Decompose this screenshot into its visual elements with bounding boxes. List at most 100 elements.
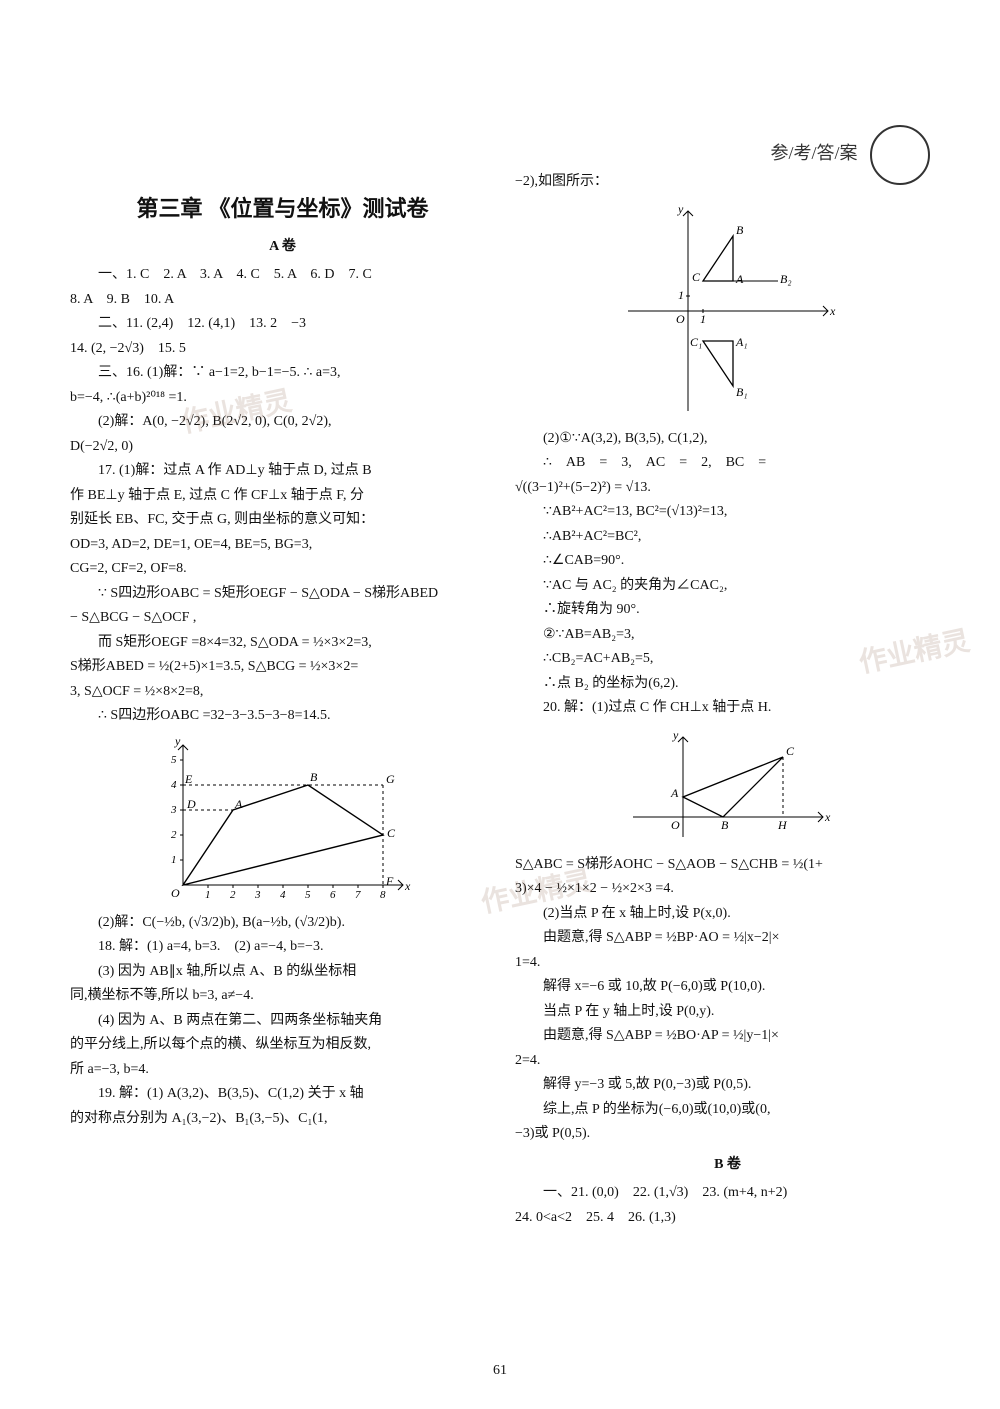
page-header: 参/考/答/案	[770, 125, 930, 185]
answer-line: ②∵AB=AB₂=3,	[515, 623, 940, 648]
answer-line: 而 S矩形OEGF =8×4=32, S△ODA = ½×3×2=3,	[70, 631, 495, 656]
answer-line: (2)当点 P 在 x 轴上时,设 P(x,0).	[515, 902, 940, 927]
figure-q19: x y O 11 ABC B₂ A₁B₁C₁	[618, 201, 838, 421]
svg-text:8: 8	[380, 889, 386, 901]
svg-text:C: C	[387, 826, 396, 840]
svg-text:1: 1	[700, 312, 706, 326]
svg-text:y: y	[672, 728, 679, 742]
answer-line: 所 a=−3, b=4.	[70, 1058, 495, 1083]
page-number: 61	[0, 1363, 1000, 1379]
answer-line: ∴CB₂=AC+AB₂=5,	[515, 647, 940, 672]
svg-text:O: O	[676, 312, 685, 326]
figure-q20: x y O AB CH	[623, 727, 833, 847]
answer-line: 一、21. (0,0) 22. (1,√3) 23. (m+4, n+2)	[515, 1181, 940, 1206]
svg-text:A₁: A₁	[735, 335, 748, 349]
svg-text:B: B	[736, 223, 744, 237]
answer-line: 的平分线上,所以每个点的横、纵坐标互为相反数,	[70, 1033, 495, 1058]
svg-text:A: A	[234, 797, 243, 811]
figure-q17: O x y 123 456 78 1	[153, 735, 413, 905]
left-column: 第三章 《位置与坐标》测试卷 A 卷 一、1. C 2. A 3. A 4. C…	[70, 170, 495, 1230]
answer-line: 别延长 EB、FC, 交于点 G, 则由坐标的意义可知：	[70, 508, 495, 533]
answer-line: 同,横坐标不等,所以 b=3, a≠−4.	[70, 984, 495, 1009]
answer-line: 18. 解：(1) a=4, b=3. (2) a=−4, b=−3.	[70, 935, 495, 960]
svg-text:A: A	[670, 786, 679, 800]
svg-text:x: x	[829, 304, 836, 318]
answer-line: − S△BCG − S△OCF ,	[70, 606, 495, 631]
answer-line: ∴旋转角为 90°.	[515, 598, 940, 623]
answer-line: √((3−1)²+(5−2)²) = √13.	[515, 476, 940, 501]
answer-line: OD=3, AD=2, DE=1, OE=4, BE=5, BG=3,	[70, 533, 495, 558]
svg-text:y: y	[677, 202, 684, 216]
answer-line: 17. (1)解：过点 A 作 AD⊥y 轴于点 D, 过点 B	[70, 459, 495, 484]
juan-a-title: A 卷	[70, 235, 495, 260]
answer-page: 参/考/答/案 作业精灵 作业精灵 作业精灵 第三章 《位置与坐标》测试卷 A …	[0, 0, 1000, 1409]
svg-text:B: B	[310, 770, 318, 784]
answer-line: 一、1. C 2. A 3. A 4. C 5. A 6. D 7. C	[70, 263, 495, 288]
svg-text:4: 4	[280, 889, 286, 901]
answer-line: 解得 x=−6 或 10,故 P(−6,0)或 P(10,0).	[515, 975, 940, 1000]
svg-text:5: 5	[171, 754, 177, 766]
answer-line: 20. 解：(1)过点 C 作 CH⊥x 轴于点 H.	[515, 696, 940, 721]
answer-line: CG=2, CF=2, OF=8.	[70, 557, 495, 582]
header-text: 参/考/答/案	[770, 143, 857, 163]
answer-line: 1=4.	[515, 951, 940, 976]
answer-line: (2)解：A(0, −2√2), B(2√2, 0), C(0, 2√2),	[70, 410, 495, 435]
answer-line: 当点 P 在 y 轴上时,设 P(0,y).	[515, 1000, 940, 1025]
svg-text:4: 4	[171, 779, 177, 791]
svg-text:O: O	[171, 886, 180, 900]
answer-line: 由题意,得 S△ABP = ½BP·AO = ½|x−2|×	[515, 926, 940, 951]
answer-line: ∴AB²+AC²=BC²,	[515, 525, 940, 550]
answer-line: 的对称点分别为 A₁(3,−2)、B₁(3,−5)、C₁(1,	[70, 1107, 495, 1132]
answer-line: 综上,点 P 的坐标为(−6,0)或(10,0)或(0,	[515, 1098, 940, 1123]
svg-text:3: 3	[254, 889, 261, 901]
svg-text:E: E	[184, 772, 193, 786]
svg-text:1: 1	[171, 854, 177, 866]
svg-text:x: x	[824, 810, 831, 824]
svg-text:1: 1	[205, 889, 211, 901]
svg-text:H: H	[777, 818, 788, 832]
answer-line: 二、11. (2,4) 12. (4,1) 13. 2 −3	[70, 312, 495, 337]
answer-line: 作 BE⊥y 轴于点 E, 过点 C 作 CF⊥x 轴于点 F, 分	[70, 484, 495, 509]
svg-text:B₁: B₁	[736, 385, 748, 399]
answer-line: 三、16. (1)解：∵ a−1=2, b−1=−5. ∴ a=3,	[70, 361, 495, 386]
answer-line: ∴ S四边形OABC =32−3−3.5−3−8=14.5.	[70, 704, 495, 729]
right-column: −2),如图所示： x y O 11	[515, 170, 940, 1230]
answer-line: S△ABC = S梯形AOHC − S△AOB − S△CHB = ½(1+	[515, 853, 940, 878]
answer-line: b=−4, ∴(a+b)²⁰¹⁸ =1.	[70, 386, 495, 411]
two-column-layout: 第三章 《位置与坐标》测试卷 A 卷 一、1. C 2. A 3. A 4. C…	[70, 170, 940, 1230]
answer-line: (2)①∵A(3,2), B(3,5), C(1,2),	[515, 427, 940, 452]
svg-text:C₁: C₁	[690, 335, 702, 349]
svg-text:y: y	[174, 735, 181, 748]
answer-line: 14. (2, −2√3) 15. 5	[70, 337, 495, 362]
answer-line: 由题意,得 S△ABP = ½BO·AP = ½|y−1|×	[515, 1024, 940, 1049]
svg-text:3: 3	[170, 804, 177, 816]
svg-text:2: 2	[171, 829, 177, 841]
svg-text:B₂: B₂	[780, 272, 792, 286]
answer-line: 19. 解：(1) A(3,2)、B(3,5)、C(1,2) 关于 x 轴	[70, 1082, 495, 1107]
svg-text:6: 6	[330, 889, 336, 901]
svg-text:D: D	[186, 797, 196, 811]
answer-line: (3) 因为 AB∥x 轴,所以点 A、B 的纵坐标相	[70, 960, 495, 985]
header-stamp-icon	[870, 125, 930, 185]
svg-text:C: C	[692, 270, 701, 284]
answer-line: ∵ S四边形OABC = S矩形OEGF − S△ODA − S梯形ABED	[70, 582, 495, 607]
answer-line: 2=4.	[515, 1049, 940, 1074]
svg-text:7: 7	[355, 889, 361, 901]
svg-text:F: F	[385, 874, 394, 888]
svg-text:O: O	[671, 818, 680, 832]
answer-line: 8. A 9. B 10. A	[70, 288, 495, 313]
answer-line: S梯形ABED = ½(2+5)×1=3.5, S△BCG = ½×3×2=	[70, 655, 495, 680]
svg-text:2: 2	[230, 889, 236, 901]
answer-line: D(−2√2, 0)	[70, 435, 495, 460]
answer-line: ∵AC 与 AC₂ 的夹角为∠CAC₂,	[515, 574, 940, 599]
svg-text:5: 5	[305, 889, 311, 901]
answer-line: 24. 0<a<2 25. 4 26. (1,3)	[515, 1206, 940, 1231]
svg-text:B: B	[721, 818, 729, 832]
answer-line: ∴ AB = 3, AC = 2, BC =	[515, 451, 940, 476]
answer-line: ∴点 B₂ 的坐标为(6,2).	[515, 672, 940, 697]
svg-text:1: 1	[678, 288, 684, 302]
answer-line: 解得 y=−3 或 5,故 P(0,−3)或 P(0,5).	[515, 1073, 940, 1098]
answer-line: ∵AB²+AC²=13, BC²=(√13)²=13,	[515, 500, 940, 525]
answer-line: 3, S△OCF = ½×8×2=8,	[70, 680, 495, 705]
chapter-title: 第三章 《位置与坐标》测试卷	[70, 190, 495, 229]
